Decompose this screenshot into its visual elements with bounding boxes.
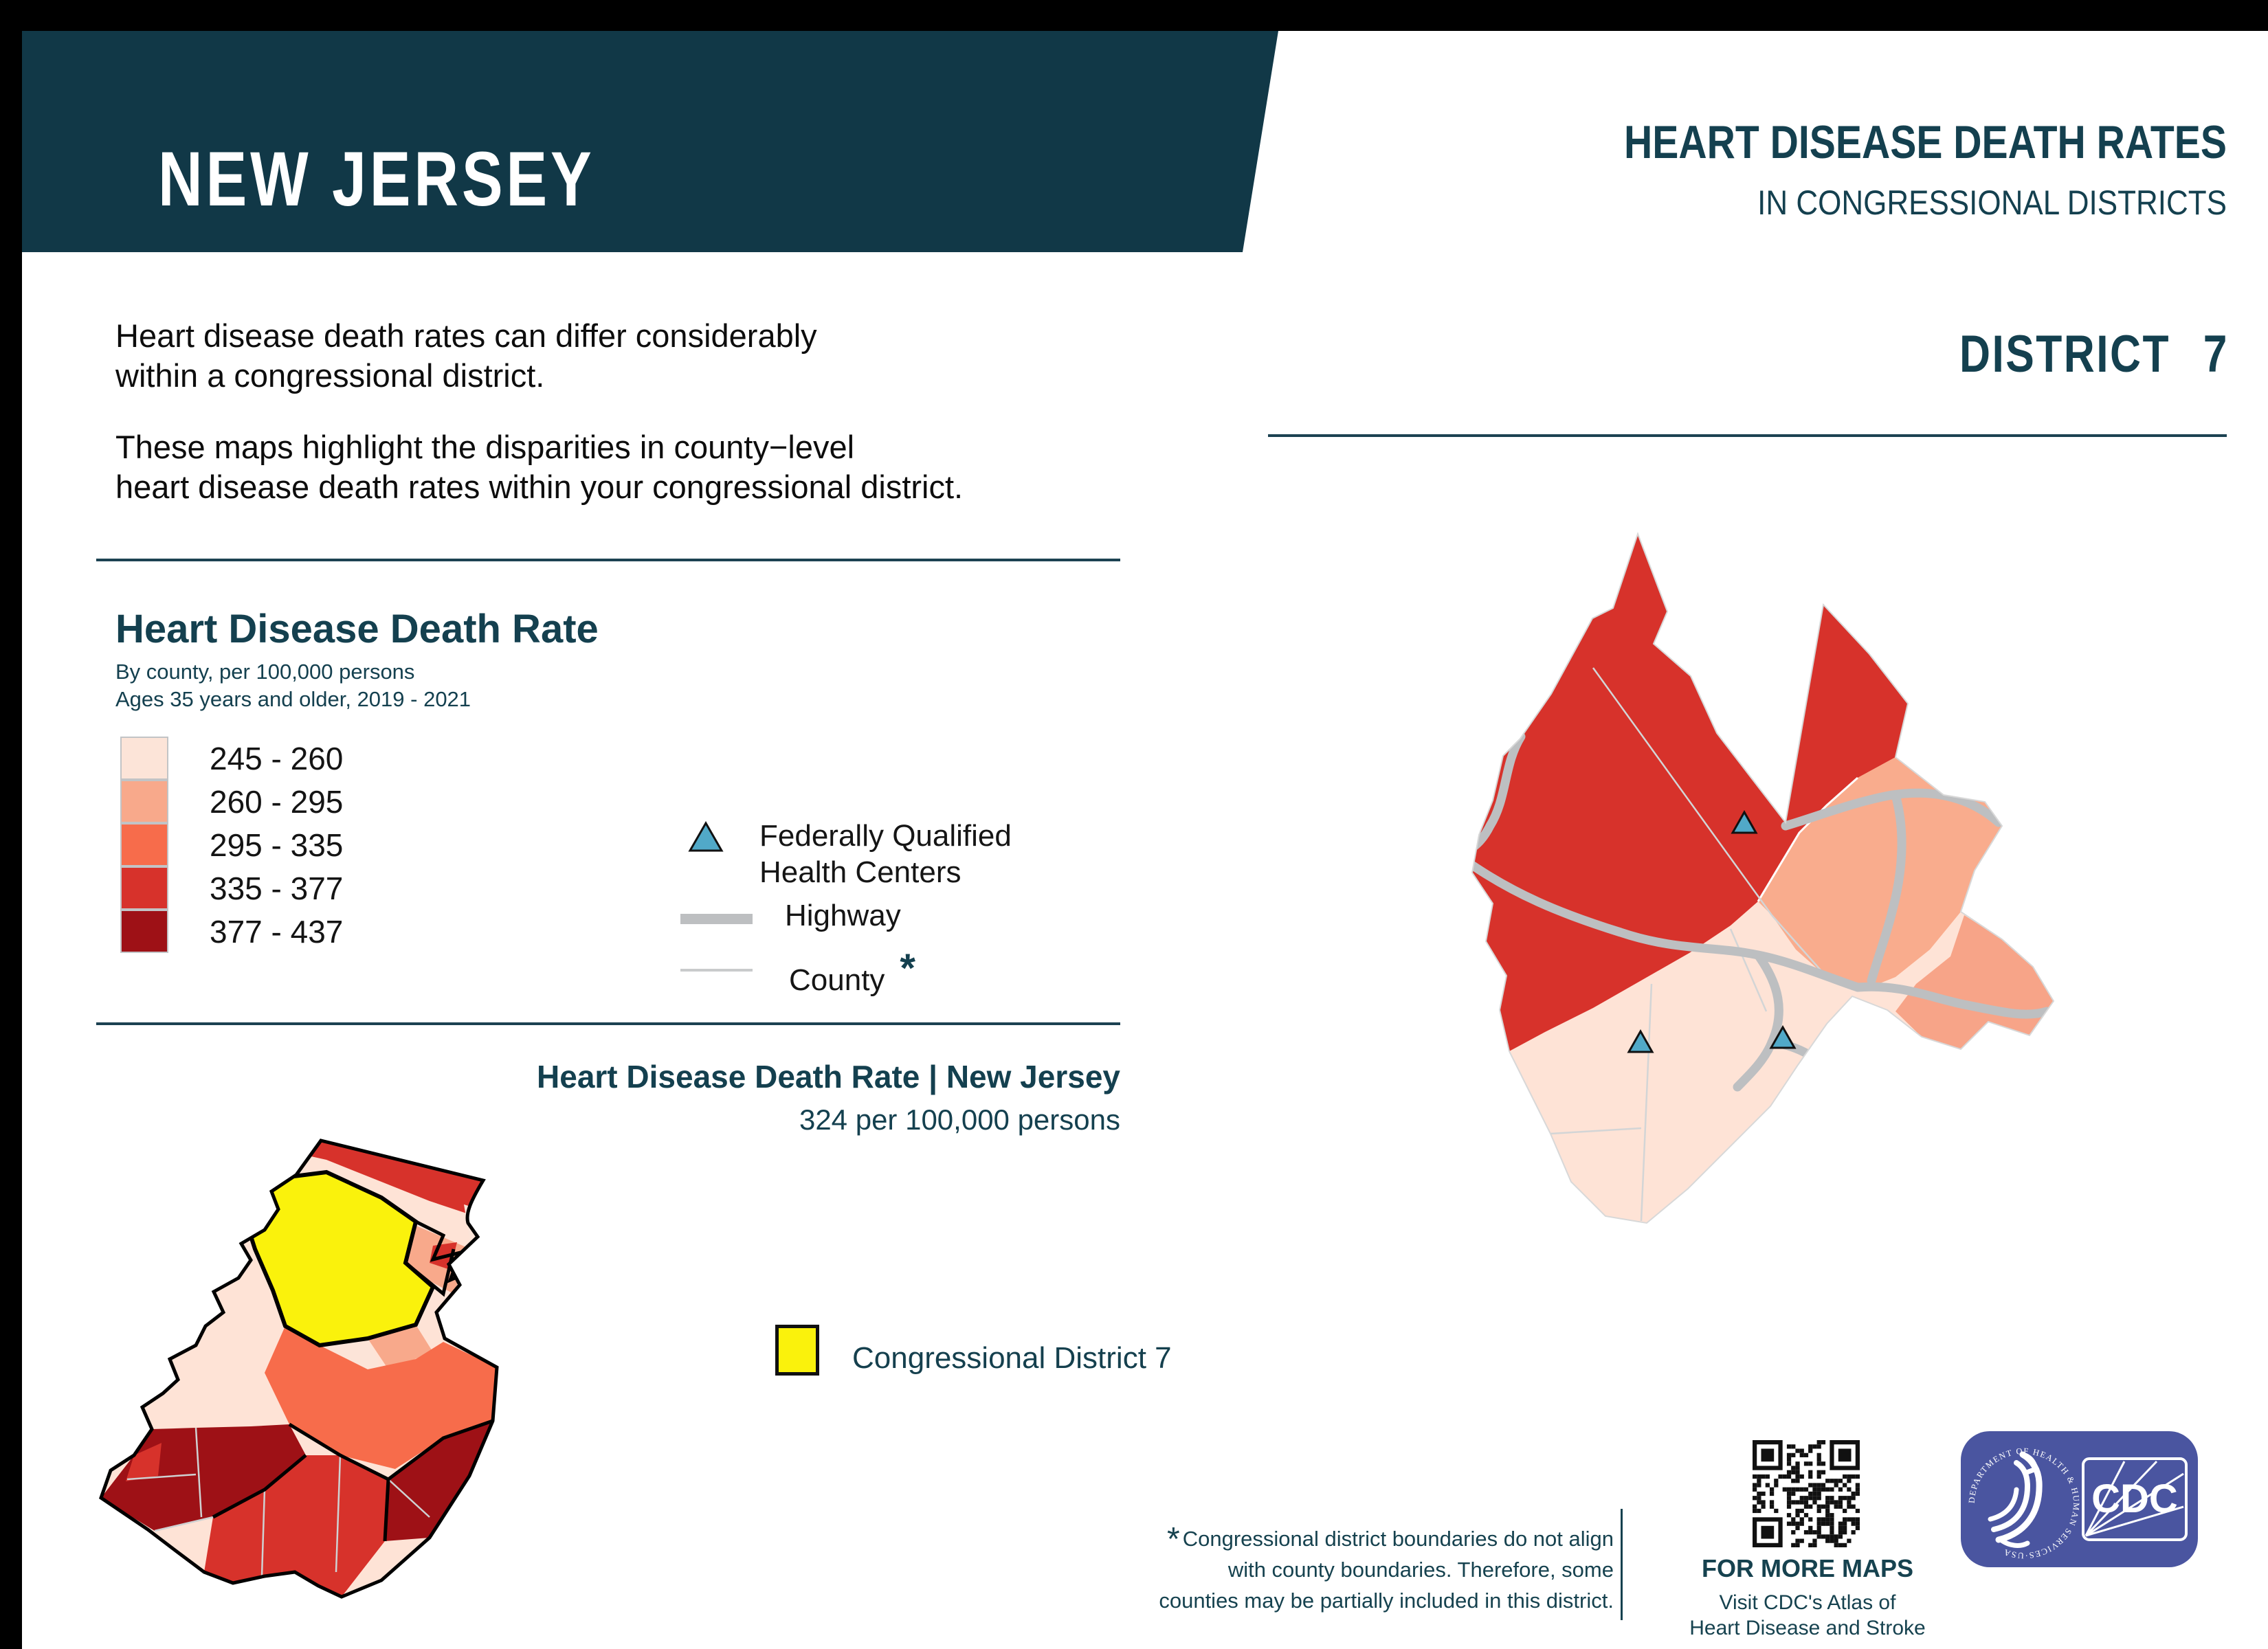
legend-swatch-2 xyxy=(120,780,168,823)
footnote-line3: counties may be partially included in th… xyxy=(1159,1589,1614,1613)
legend-swatch-1 xyxy=(120,737,168,780)
top-frame-bar xyxy=(0,0,2268,31)
state-map-heading: Heart Disease Death Rate | New Jersey 32… xyxy=(537,1058,1120,1136)
nj-state-map xyxy=(99,1138,499,1599)
legend-row: 295 - 335 xyxy=(120,823,343,866)
hhs-eagle-icon xyxy=(1988,1451,2043,1548)
county-label-text: County xyxy=(789,963,885,997)
district-7-map xyxy=(1471,532,2055,1224)
divider-rule-bottom xyxy=(96,1022,1120,1025)
legend-subtitle-line1: By county, per 100,000 persons xyxy=(115,660,415,684)
county-label: County * xyxy=(789,946,915,1000)
district-legend-label: Congressional District 7 xyxy=(852,1341,1172,1375)
cdc-logo-text: CDC xyxy=(2091,1477,2178,1521)
state-name: NEW JERSEY xyxy=(158,136,595,222)
fqhc-markers xyxy=(1627,809,1797,1053)
legend-swatch-3 xyxy=(120,823,168,866)
legend-swatch-5 xyxy=(120,910,168,953)
more-maps-line1: Visit CDC's Atlas of xyxy=(1719,1591,1896,1614)
legend-range-5: 377 - 437 xyxy=(210,913,344,950)
footnote-asterisk: * xyxy=(1167,1521,1180,1558)
county-asterisk: * xyxy=(900,946,915,991)
legend-range-4: 335 - 377 xyxy=(210,870,344,906)
more-maps-line2: Heart Disease and Stroke xyxy=(1689,1617,1926,1639)
state-map-subtitle: 324 per 100,000 persons xyxy=(799,1103,1120,1136)
fqhc-marker-icon xyxy=(1731,809,1758,834)
more-maps-heading: FOR MORE MAPS xyxy=(1701,1554,1913,1582)
legend-row: 245 - 260 xyxy=(120,737,343,780)
page-title: HEART DISEASE DEATH RATES IN CONGRESSION… xyxy=(1509,115,2227,223)
hhs-cdc-logo: DEPARTMENT OF HEALTH & HUMAN SERVICES·US… xyxy=(1967,1446,2188,1560)
cdc-logo-icon: CDC xyxy=(2082,1457,2188,1541)
state-map-title: Heart Disease Death Rate | New Jersey xyxy=(537,1059,1120,1095)
legend-range-2: 260 - 295 xyxy=(210,783,344,820)
legend-swatch-4 xyxy=(120,866,168,910)
footnote-divider xyxy=(1621,1509,1623,1620)
legend-row: 260 - 295 xyxy=(120,780,343,823)
fqhc-marker-icon xyxy=(1769,1024,1797,1049)
left-frame-bar xyxy=(0,0,22,1649)
fqhc-triangle-icon xyxy=(688,820,724,852)
district-title: DISTRICT 7 xyxy=(1959,325,2229,383)
fqhc-label-line1: Federally Qualified xyxy=(759,819,1012,853)
intro-p1-line2: within a congressional district. xyxy=(115,357,545,394)
intro-text: Heart disease death rates can differ con… xyxy=(115,316,963,507)
choropleth-legend: 245 - 260 260 - 295 295 - 335 335 - 377 … xyxy=(120,737,343,953)
intro-p2-line1: These maps highlight the disparities in … xyxy=(115,429,855,465)
district-title-rule xyxy=(1268,434,2227,437)
header-band xyxy=(22,31,1278,252)
intro-p2-line2: heart disease death rates within your co… xyxy=(115,469,964,505)
legend-title: Heart Disease Death Rate xyxy=(115,607,599,651)
legend-range-3: 295 - 335 xyxy=(210,827,344,863)
footnote-line2: with county boundaries. Therefore, some xyxy=(1227,1558,1614,1582)
legend-range-1: 245 - 260 xyxy=(210,740,344,776)
footnote: * Congressional district boundaries do no… xyxy=(1078,1520,1614,1616)
highway-label: Highway xyxy=(785,899,901,932)
page-title-line2: IN CONGRESSIONAL DISTRICTS xyxy=(1757,183,2227,222)
fqhc-marker-icon xyxy=(1627,1029,1654,1053)
legend-subtitle-line2: Ages 35 years and older, 2019 - 2021 xyxy=(115,687,471,711)
county-line-icon xyxy=(680,969,753,972)
legend-row: 335 - 377 xyxy=(120,866,343,910)
qr-code xyxy=(1753,1440,1860,1547)
highway-line-icon xyxy=(680,914,753,924)
more-maps-block: FOR MORE MAPS Visit CDC's Atlas of Heart… xyxy=(1687,1554,1928,1641)
fqhc-label-line2: Health Centers xyxy=(759,855,961,889)
page-title-line1: HEART DISEASE DEATH RATES xyxy=(1624,116,2227,168)
intro-p1-line1: Heart disease death rates can differ con… xyxy=(115,317,817,354)
fqhc-label: Federally Qualified Health Centers xyxy=(759,818,1012,890)
divider-rule-top xyxy=(96,559,1120,561)
legend-subtitle: By county, per 100,000 persons Ages 35 y… xyxy=(115,658,471,713)
hhs-cdc-logo-badge: DEPARTMENT OF HEALTH & HUMAN SERVICES·US… xyxy=(1961,1431,2198,1567)
footnote-line1: Congressional district boundaries do not… xyxy=(1182,1527,1614,1551)
legend-row: 377 - 437 xyxy=(120,910,343,953)
district-legend-swatch xyxy=(775,1325,819,1376)
